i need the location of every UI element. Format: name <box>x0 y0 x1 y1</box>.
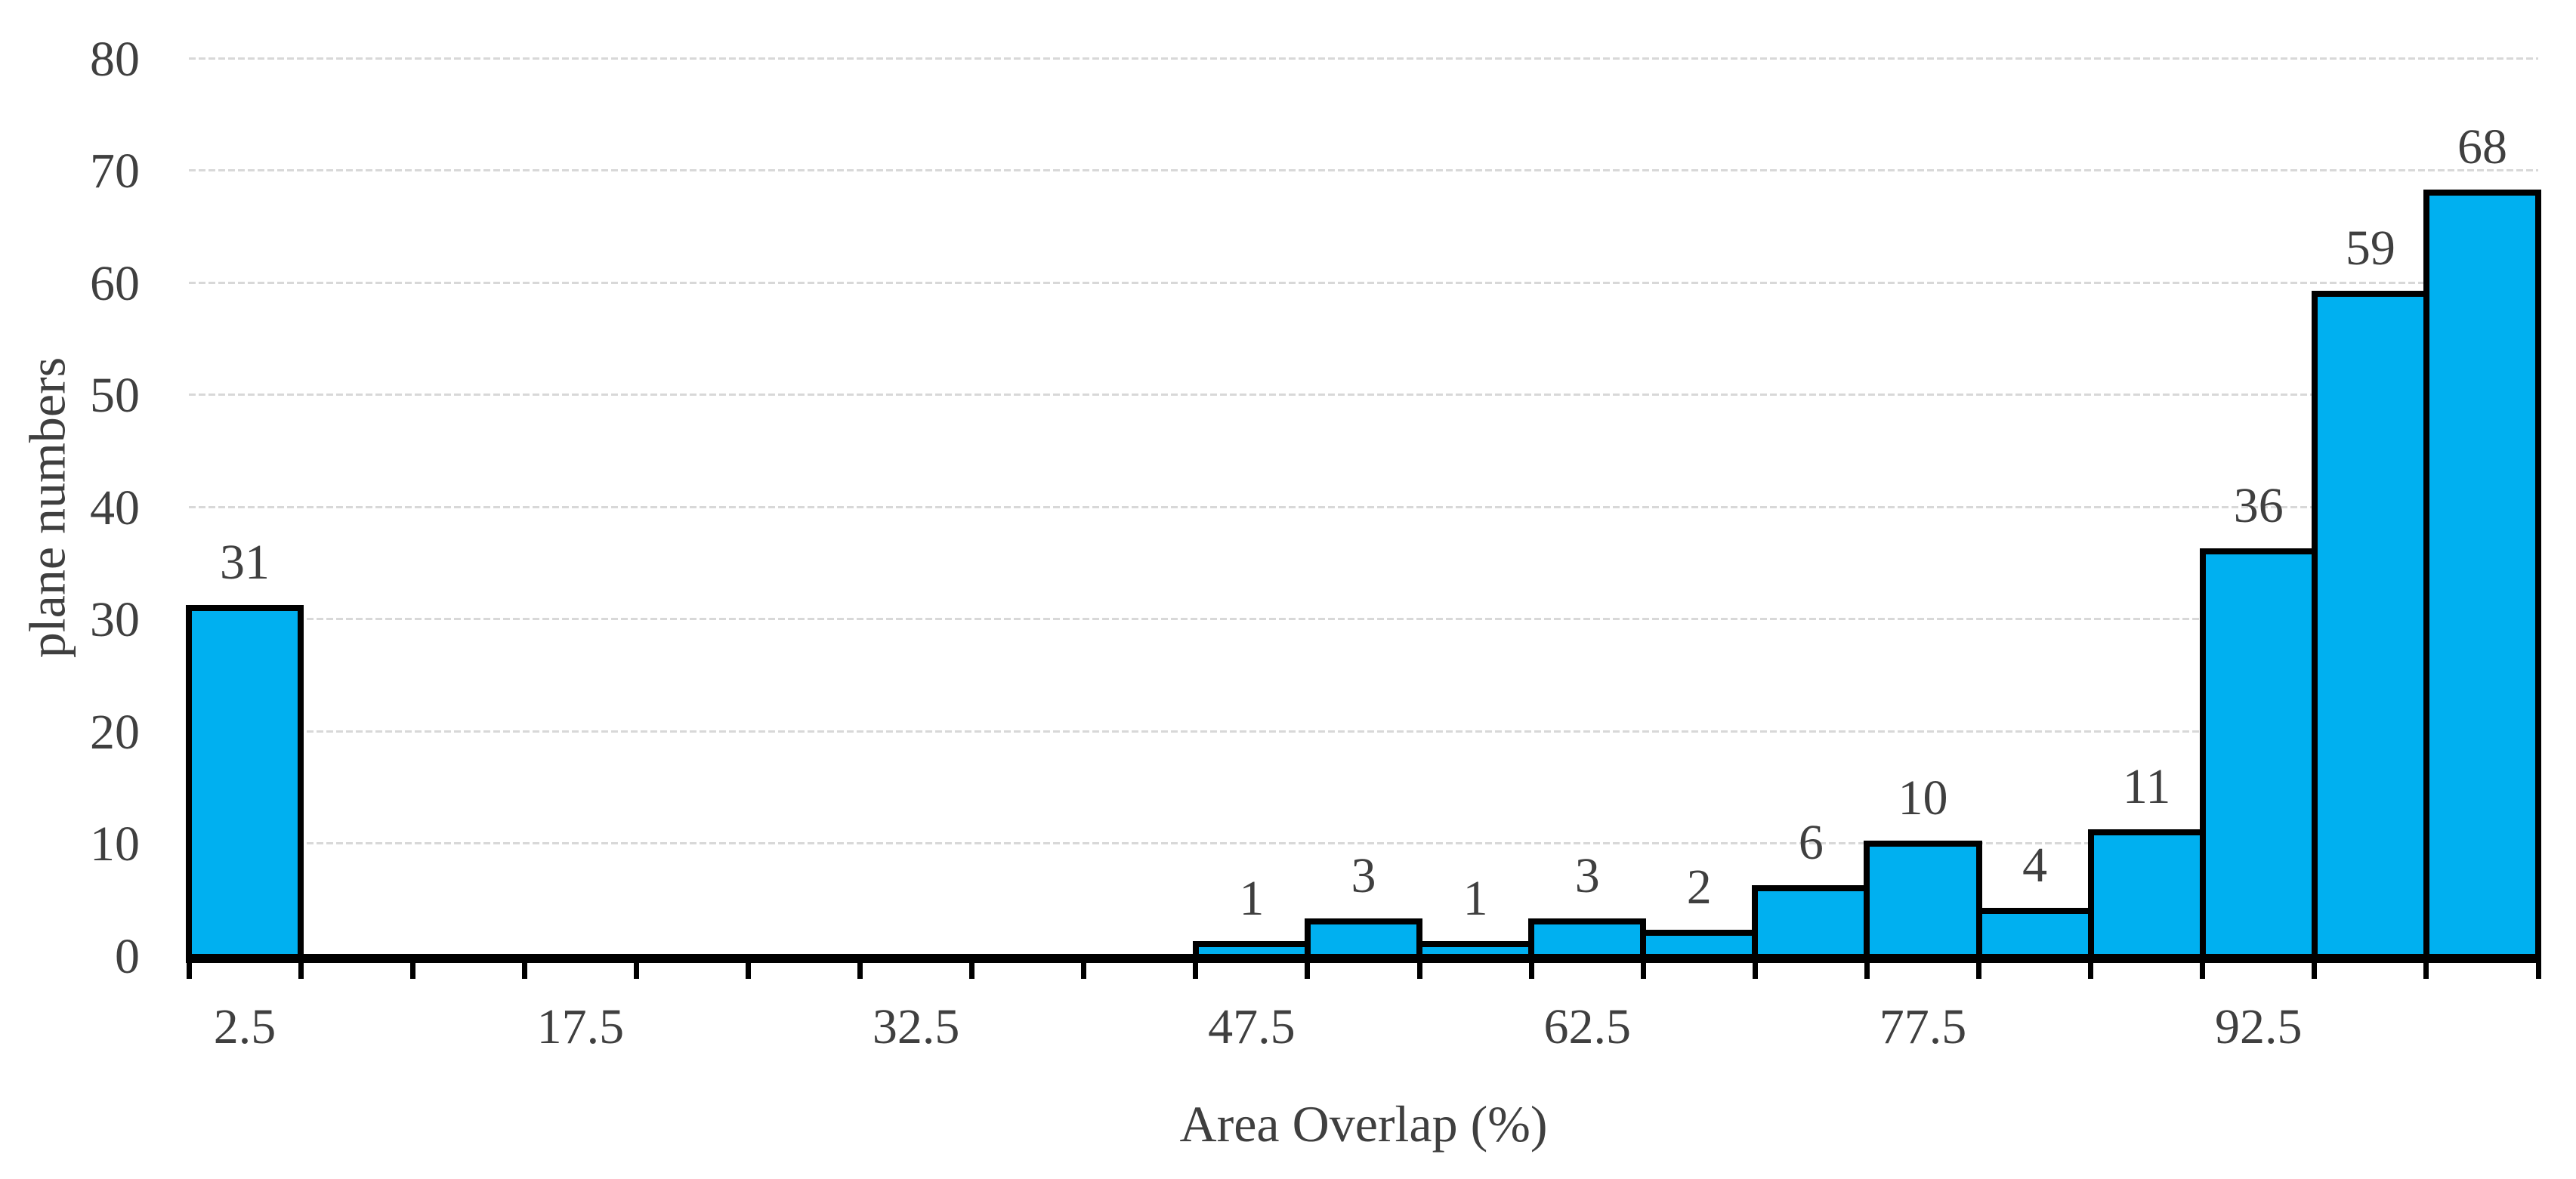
x-axis-tick-label: 62.5 <box>1543 999 1631 1054</box>
bar-value-label: 2 <box>1686 860 1712 915</box>
gridline <box>189 505 2538 508</box>
x-axis-tick <box>298 954 304 979</box>
x-axis-tick <box>1528 954 1534 979</box>
bar-value-label: 3 <box>1351 848 1376 904</box>
bar-value-label: 1 <box>1239 871 1265 927</box>
y-axis-tick-label: 40 <box>90 480 140 535</box>
x-axis-tick <box>2200 954 2206 979</box>
bar <box>2311 290 2429 963</box>
x-axis-tick <box>1976 954 1982 979</box>
gridline <box>189 169 2538 171</box>
bar-value-label: 4 <box>2022 837 2048 893</box>
gridline <box>189 394 2538 396</box>
x-axis-tick <box>1081 954 1087 979</box>
bar-value-label: 10 <box>1898 770 1948 826</box>
x-axis-tick <box>521 954 527 979</box>
x-axis-tick <box>1864 954 1870 979</box>
x-axis-tick-label: 32.5 <box>872 999 960 1054</box>
x-axis-tick-label: 47.5 <box>1208 999 1296 1054</box>
x-axis-tick <box>1752 954 1758 979</box>
gridline <box>189 730 2538 733</box>
x-axis-tick-label: 2.5 <box>213 999 276 1054</box>
x-axis-tick <box>1305 954 1311 979</box>
bar <box>2087 829 2206 963</box>
bar-value-label: 31 <box>220 534 270 590</box>
gridline <box>189 618 2538 620</box>
bar <box>2423 190 2541 963</box>
bar <box>2199 548 2318 963</box>
x-axis-tick <box>1193 954 1199 979</box>
bar <box>1752 884 1870 963</box>
x-axis-tick <box>2535 954 2541 979</box>
x-axis-tick <box>857 954 863 979</box>
x-axis-title: Area Overlap (%) <box>1179 1095 1548 1153</box>
gridline <box>189 842 2538 844</box>
y-axis-tick-label: 60 <box>90 255 140 311</box>
x-axis-tick <box>969 954 975 979</box>
bar-value-label: 68 <box>2457 119 2507 175</box>
x-axis-line <box>186 954 2541 963</box>
y-axis-tick-label: 10 <box>90 816 140 872</box>
x-axis-tick <box>186 954 192 979</box>
x-axis-tick <box>745 954 751 979</box>
gridline <box>189 281 2538 284</box>
x-axis-tick <box>1640 954 1646 979</box>
y-axis-tick-label: 20 <box>90 704 140 760</box>
x-axis-tick-label: 17.5 <box>536 999 625 1054</box>
bar-value-label: 6 <box>1798 814 1824 870</box>
x-axis-tick <box>2088 954 2094 979</box>
y-axis-tick-label: 30 <box>90 592 140 647</box>
x-axis-tick-label: 77.5 <box>1879 999 1967 1054</box>
bar-value-label: 1 <box>1463 871 1488 927</box>
plot-area <box>186 57 2541 963</box>
x-axis-tick <box>2423 954 2429 979</box>
bar-value-label: 3 <box>1574 848 1600 904</box>
bar-value-label: 36 <box>2233 478 2284 534</box>
x-axis-tick <box>2312 954 2318 979</box>
y-axis-tick-label: 50 <box>90 368 140 423</box>
x-axis-tick <box>1416 954 1422 979</box>
y-axis-tick-label: 70 <box>90 144 140 199</box>
x-axis-tick <box>409 954 415 979</box>
x-axis-tick <box>633 954 639 979</box>
y-axis-tick-label: 0 <box>115 928 140 984</box>
bar-value-label: 11 <box>2122 758 2171 814</box>
bar <box>1864 840 1982 963</box>
bar <box>186 604 304 963</box>
gridline <box>189 57 2538 60</box>
y-axis-tick-label: 80 <box>90 31 140 87</box>
bar-value-label: 59 <box>2345 220 2395 276</box>
x-axis-tick-label: 92.5 <box>2215 999 2303 1054</box>
